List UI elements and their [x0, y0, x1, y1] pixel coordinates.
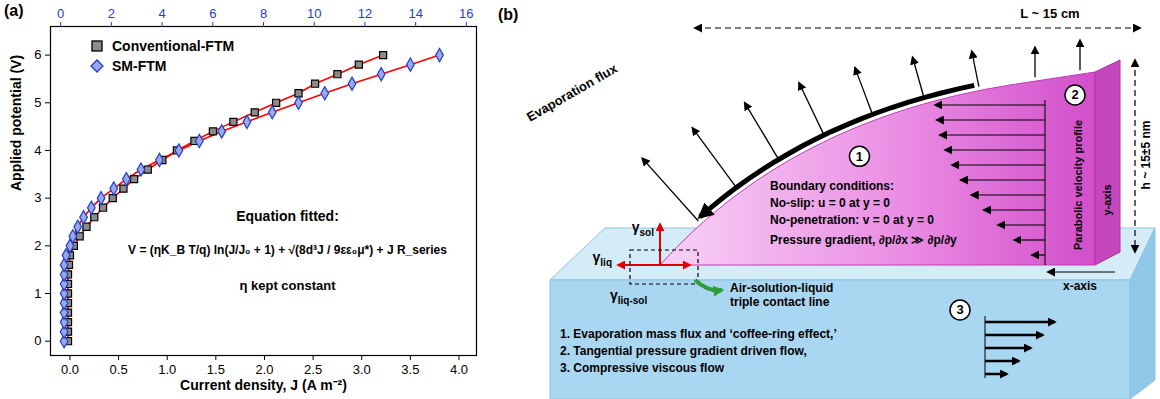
svg-text:Boundary conditions:: Boundary conditions:: [770, 179, 894, 193]
svg-text:No-penetration: v = 0 at y = 0: No-penetration: v = 0 at y = 0: [770, 213, 934, 227]
html-text:SM-FTM: SM-FTM: [112, 58, 167, 74]
svg-text:Current density, J (A m⁻²): Current density, J (A m⁻²): [180, 377, 347, 393]
svg-text:2: 2: [108, 6, 115, 21]
svg-text:γsol: γsol: [632, 219, 654, 238]
svg-text:Pressure gradient, ∂p/∂x ≫ ∂p/: Pressure gradient, ∂p/∂x ≫ ∂p/∂y: [770, 233, 957, 247]
html-text:η kept constant: η kept constant: [239, 278, 336, 293]
svg-text:Evaporation flux: Evaporation flux: [524, 60, 620, 124]
svg-text:8: 8: [260, 6, 267, 21]
html-text:Equation fitted:: Equation fitted:: [236, 208, 339, 224]
svg-text:4.0: 4.0: [450, 362, 468, 377]
svg-text:12: 12: [358, 6, 372, 21]
svg-text:4: 4: [34, 143, 41, 158]
svg-text:3: 3: [956, 302, 963, 317]
svg-text:5: 5: [34, 95, 41, 110]
svg-text:x-axis: x-axis: [1063, 279, 1097, 293]
svg-text:14: 14: [408, 6, 422, 21]
svg-text:3.5: 3.5: [401, 362, 419, 377]
svg-text:Parabolic velocity profile: Parabolic velocity profile: [1072, 120, 1084, 250]
svg-text:0.0: 0.0: [61, 362, 79, 377]
svg-text:2.0: 2.0: [255, 362, 273, 377]
svg-text:1.5: 1.5: [207, 362, 225, 377]
svg-text:2: 2: [1071, 87, 1078, 102]
svg-text:3.0: 3.0: [353, 362, 371, 377]
svg-text:2: 2: [34, 238, 41, 253]
svg-text:0: 0: [57, 6, 64, 21]
svg-text:No-slip: u = 0 at y = 0: No-slip: u = 0 at y = 0: [770, 196, 890, 210]
svg-text:3. Compressive viscous flow: 3. Compressive viscous flow: [560, 361, 725, 375]
svg-text:2.5: 2.5: [304, 362, 322, 377]
svg-text:3: 3: [34, 190, 41, 205]
html-text:(a): (a): [4, 2, 24, 19]
svg-text:Applied potential (V): Applied potential (V): [8, 55, 24, 191]
svg-text:1: 1: [34, 286, 41, 301]
svg-text:triple contact line: triple contact line: [730, 295, 830, 309]
svg-text:10: 10: [307, 6, 321, 21]
html-text:Conventional-FTM: Conventional-FTM: [112, 38, 235, 54]
svg-text:1.0: 1.0: [158, 362, 176, 377]
svg-text:y-axis: y-axis: [1101, 184, 1113, 215]
html-text:V = (ηK_B T/q) ln(J/J₀ + 1) +: V = (ηK_B T/q) ln(J/J₀ + 1) + √(8d³J / 9…: [128, 243, 447, 257]
svg-text:4: 4: [158, 6, 165, 21]
svg-text:(b): (b): [498, 6, 518, 23]
svg-text:2. Tangential pressure gradien: 2. Tangential pressure gradient driven f…: [560, 344, 807, 358]
svg-text:0: 0: [34, 333, 41, 348]
svg-text:h ~ 15±5 nm: h ~ 15±5 nm: [1139, 121, 1153, 190]
svg-text:16: 16: [459, 6, 473, 21]
svg-text:L ~ 15 cm: L ~ 15 cm: [1020, 6, 1079, 21]
svg-text:1. Evaporation mass flux and ‘: 1. Evaporation mass flux and ‘coffee-rin…: [560, 327, 837, 341]
svg-text:6: 6: [209, 6, 216, 21]
svg-text:0.5: 0.5: [110, 362, 128, 377]
svg-text:6: 6: [34, 47, 41, 62]
svg-text:γliq: γliq: [593, 249, 612, 268]
svg-text:γliq-sol: γliq-sol: [610, 287, 647, 306]
svg-text:Air-solution-liquid: Air-solution-liquid: [730, 281, 833, 295]
svg-text:1: 1: [856, 149, 863, 164]
